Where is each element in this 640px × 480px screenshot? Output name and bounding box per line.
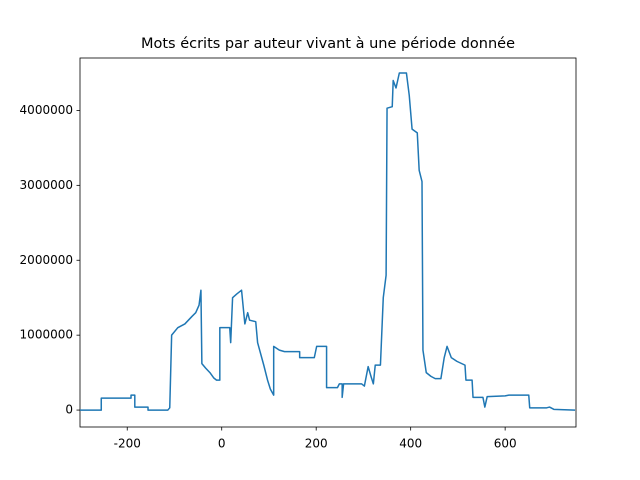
y-tick-label: 3000000 bbox=[20, 178, 73, 192]
x-tick-label: 400 bbox=[399, 437, 422, 451]
y-tick-label: 1000000 bbox=[20, 328, 73, 342]
x-tick-label: 0 bbox=[218, 437, 226, 451]
data-line bbox=[80, 72, 576, 411]
y-tick-label: 2000000 bbox=[20, 253, 73, 267]
x-tick-label: -200 bbox=[114, 437, 141, 451]
chart-title: Mots écrits par auteur vivant à une péri… bbox=[141, 36, 515, 52]
x-tick-label: 600 bbox=[494, 437, 517, 451]
x-tick-label: 200 bbox=[305, 437, 328, 451]
y-tick-label: 4000000 bbox=[20, 103, 73, 117]
axes-frame bbox=[79, 57, 577, 428]
y-tick-label: 0 bbox=[65, 403, 73, 417]
